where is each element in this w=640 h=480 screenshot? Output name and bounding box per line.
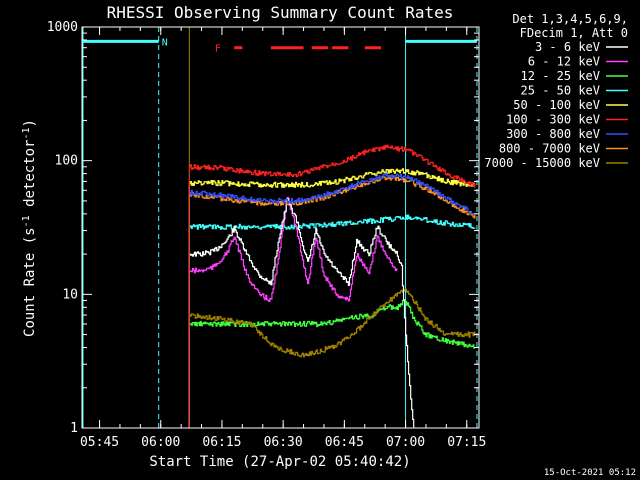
series-line-5	[189, 144, 476, 188]
chart-title: RHESSI Observing Summary Count Rates	[107, 3, 454, 22]
legend-label-8: 7000 - 15000 keV	[484, 156, 600, 170]
legend-label-6: 300 - 800 keV	[506, 127, 600, 141]
legend: Det 1,3,4,5,6,9, FDecim 1, Att 0 3 - 6 k…	[484, 12, 628, 170]
timestamp: 15-Oct-2021 05:12	[544, 468, 636, 478]
series-line-6	[189, 172, 476, 215]
legend-header-1: Det 1,3,4,5,6,9,	[512, 12, 628, 26]
x-axis: 05:45 06:00 06:15 06:30 06:45 07:00 07:15	[80, 27, 486, 450]
y-tick-label-0: 1	[70, 421, 78, 436]
y-tick-label-1: 10	[62, 287, 78, 302]
x-axis-label: Start Time (27-Apr-02 05:40:42)	[149, 454, 410, 470]
y-axis: 1 10 100 1000	[47, 20, 479, 436]
y-axis-label: Count Rate (s-1 detector-1)	[21, 119, 38, 337]
x-tick-label-1: 06:00	[141, 435, 180, 450]
plot-frame	[81, 26, 480, 429]
series-line-8	[189, 288, 476, 358]
legend-label-7: 800 - 7000 keV	[499, 142, 600, 156]
legend-label-1: 6 - 12 keV	[528, 55, 600, 69]
y-tick-label-3: 1000	[47, 20, 78, 35]
x-tick-label-0: 05:45	[80, 435, 119, 450]
legend-label-2: 12 - 25 keV	[521, 69, 600, 83]
series-line-0	[189, 198, 415, 428]
y-tick-label-2: 100	[55, 154, 78, 169]
x-tick-label-6: 07:15	[447, 435, 486, 450]
x-tick-label-4: 06:45	[325, 435, 364, 450]
x-tick-label-5: 07:00	[386, 435, 425, 450]
flag-n-label: N	[162, 37, 168, 48]
plot-area: NF	[82, 27, 478, 428]
series-line-1	[189, 196, 398, 303]
legend-label-3: 25 - 50 keV	[521, 84, 600, 98]
legend-label-5: 100 - 300 keV	[506, 113, 600, 127]
series-line-2	[189, 300, 475, 349]
series-line-7	[189, 175, 476, 219]
series-line-4	[189, 168, 476, 188]
x-tick-label-2: 06:15	[202, 435, 241, 450]
legend-label-4: 50 - 100 keV	[513, 98, 600, 112]
flag-f-label: F	[215, 44, 221, 55]
legend-header-2: FDecim 1, Att 0	[520, 26, 628, 40]
series-line-3	[189, 214, 476, 230]
legend-label-0: 3 - 6 keV	[535, 40, 600, 54]
x-tick-label-3: 06:30	[264, 435, 303, 450]
